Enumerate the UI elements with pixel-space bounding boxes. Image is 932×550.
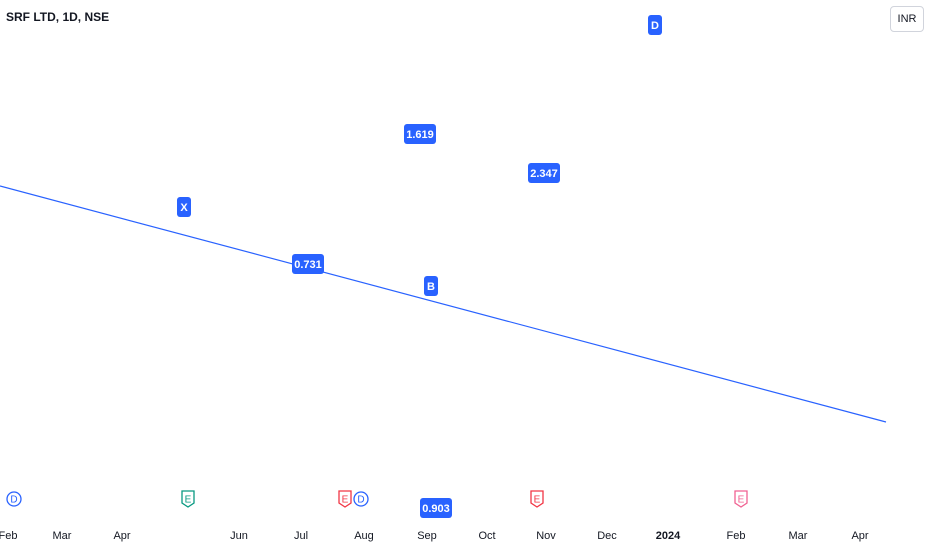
time-tick: Sep — [417, 530, 437, 542]
event-label: E — [738, 495, 745, 506]
event-label: E — [342, 495, 349, 506]
pattern-point-x: X — [177, 197, 191, 217]
time-tick: Feb — [0, 530, 17, 542]
pattern-point-b-text: B — [427, 281, 435, 293]
earnings-icon — [338, 490, 352, 508]
time-tick: Apr — [851, 530, 868, 542]
time-axis: Feb Mar Apr Jun Jul Aug Sep Oct Nov Dec 2024 Feb Mar… — [0, 490, 869, 542]
time-tick: Aug — [354, 530, 374, 542]
ratio-label-bg — [528, 163, 560, 183]
event-label: D — [357, 495, 364, 506]
dividend-icon — [6, 491, 22, 507]
earnings-icon — [181, 490, 195, 508]
event-marker: E — [181, 490, 195, 508]
time-tick: 2024 — [656, 530, 681, 542]
time-tick: Oct — [478, 530, 495, 542]
time-tick: Mar — [53, 530, 72, 542]
currency-selector[interactable]: INR — [890, 6, 924, 32]
trend-line — [0, 185, 887, 423]
ratio-label: 2.347 — [528, 163, 560, 183]
chart-title: SRF LTD, 1D, NSE — [6, 10, 110, 24]
pattern-point-d-text: D — [651, 20, 659, 32]
event-label: E — [534, 495, 541, 506]
pattern-point-b: B — [424, 276, 438, 296]
ratio-label-text: 0.731 — [294, 259, 322, 271]
time-tick: Mar — [789, 530, 808, 542]
ratio-label: 0.903 — [420, 498, 452, 518]
event-marker: D — [353, 491, 369, 507]
earnings-icon — [530, 490, 544, 508]
pattern-point-d-bg — [648, 15, 662, 35]
ratio-label-text: 1.619 — [406, 129, 434, 141]
time-tick: Jul — [294, 530, 308, 542]
time-tick: Dec — [597, 530, 617, 542]
time-tick: Feb — [727, 530, 746, 542]
drawing-lines-layer — [0, 185, 887, 423]
ratio-label-bg — [292, 254, 324, 274]
time-tick: Nov — [536, 530, 556, 542]
ratio-label: 0.731 — [292, 254, 324, 274]
event-label: D — [10, 495, 17, 506]
ratio-label-bg — [404, 124, 436, 144]
pattern-point-x-text: X — [180, 202, 188, 214]
pattern-point-d: D — [648, 15, 662, 35]
pattern-point-b-bg — [424, 276, 438, 296]
event-marker: D — [6, 491, 22, 507]
pattern-point-x-bg — [177, 197, 191, 217]
pattern-labels-layer: X B D 1.619 0.731 2.347 0.903 — [177, 15, 662, 518]
time-tick: Jun — [230, 530, 248, 542]
ratio-label-text: 2.347 — [530, 168, 558, 180]
event-marker: E — [530, 490, 544, 508]
ratio-label: 1.619 — [404, 124, 436, 144]
ratio-label-bg — [420, 498, 452, 518]
event-marker: E — [338, 490, 352, 508]
time-tick: Apr — [113, 530, 130, 542]
earnings-icon — [734, 490, 748, 508]
ratio-label-text: 0.903 — [422, 503, 450, 515]
event-marker: E — [734, 490, 748, 508]
dividend-icon — [353, 491, 369, 507]
event-label: E — [185, 495, 192, 506]
